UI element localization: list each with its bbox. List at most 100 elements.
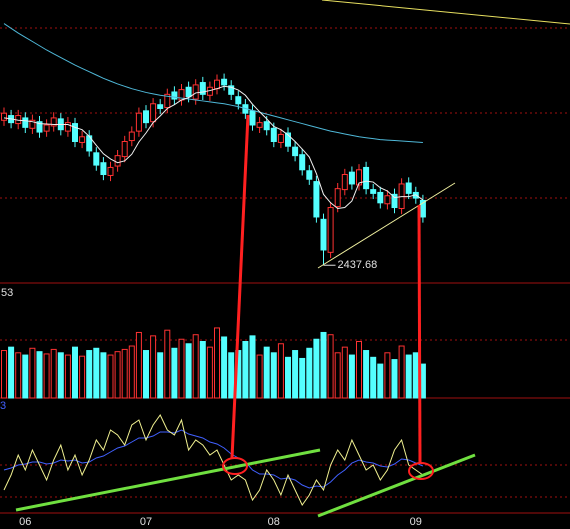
candle-body [292,146,299,157]
highlight-circle [408,462,434,480]
candle-body [341,174,348,191]
candle-body [192,84,199,100]
candle-body [363,166,370,190]
indicator-line [3,429,424,489]
volume-bar [320,331,327,399]
candle-body [348,171,355,185]
candle-body [128,131,135,142]
volume-bar [121,348,128,399]
candle-body [171,91,178,100]
volume-bar [299,357,306,399]
trend-line [321,0,570,25]
volume-bar [36,351,43,399]
volume-bar [50,348,57,399]
candle-body [157,104,164,109]
x-tick-label: 06 [19,516,31,528]
candle-body [391,193,398,209]
candle-body [93,152,100,166]
x-tick-label: 09 [410,516,422,528]
volume-bar [128,345,135,399]
volume-bar [15,352,22,399]
candle-body [143,110,149,124]
volume-bar [327,334,334,399]
ma-line [3,85,424,210]
indicator-label: 3 [0,400,6,412]
trend-line [15,448,321,512]
volume-bar [277,343,284,399]
volume-bar [199,341,206,399]
volume-bar [306,347,313,399]
candle-body [199,82,206,95]
candle-body [79,136,86,143]
volume-bar [1,350,7,399]
candle-body [256,122,263,128]
annotations [15,0,570,518]
candle-body [277,133,284,143]
candle-body [114,155,121,167]
volume-bar [356,341,362,399]
volume-bar [256,354,263,399]
candle-body [164,93,171,109]
volume-bar [178,338,185,399]
candle-body [1,112,7,121]
volume-bar [412,352,419,399]
volume-bar [64,354,71,399]
volume-bar [263,346,270,399]
marker-line [230,114,250,459]
volume-bar [107,354,114,399]
volume-bar [377,363,384,399]
candle-body [107,166,114,176]
candle-body [43,124,50,132]
volume-bar [214,327,220,399]
highlight-circle [222,457,248,475]
x-tick-label: 08 [268,516,280,528]
volume-bar [270,352,277,399]
volume-bar [135,331,142,399]
candle-body [249,110,256,126]
volume-bar [285,356,291,399]
candle-body [72,123,78,143]
volume-bar [341,346,348,399]
trend-line [317,182,456,269]
candle-body [221,78,228,86]
candle-body [377,191,384,204]
volume-bar [363,350,370,399]
volume-bar [206,346,213,399]
volume-bar [114,351,121,399]
volume-bar [43,353,50,399]
candle-body [306,170,313,180]
volume-bar [143,350,149,399]
volume-bar [150,335,157,399]
volume-bar [384,352,391,399]
candle-body [405,182,412,194]
volume-bar [157,352,164,399]
candle-body [263,121,270,131]
candle-body [64,122,71,132]
candle-body [135,112,142,132]
candle-body [334,188,341,208]
volume-bar [242,341,249,399]
candle-body [100,162,107,176]
volume-bar [57,352,64,399]
marker-line [417,204,422,464]
ma-line [3,23,423,143]
volume-bar [100,352,107,399]
volume-bar [86,350,93,399]
candle-body [121,141,128,158]
volume-bar [79,355,86,399]
volume-bar [93,347,100,399]
volume-bar [192,334,199,399]
volume-bar [72,346,78,399]
candle-body [29,119,36,129]
candle-body [50,117,57,127]
candle-body [214,79,220,90]
volume-bar [221,336,228,399]
candle-body [36,121,43,133]
volume-bar [292,350,299,399]
volume-bar [249,335,256,399]
candle-body [185,86,192,98]
candle-body [285,132,291,147]
volume-bar [334,352,341,399]
